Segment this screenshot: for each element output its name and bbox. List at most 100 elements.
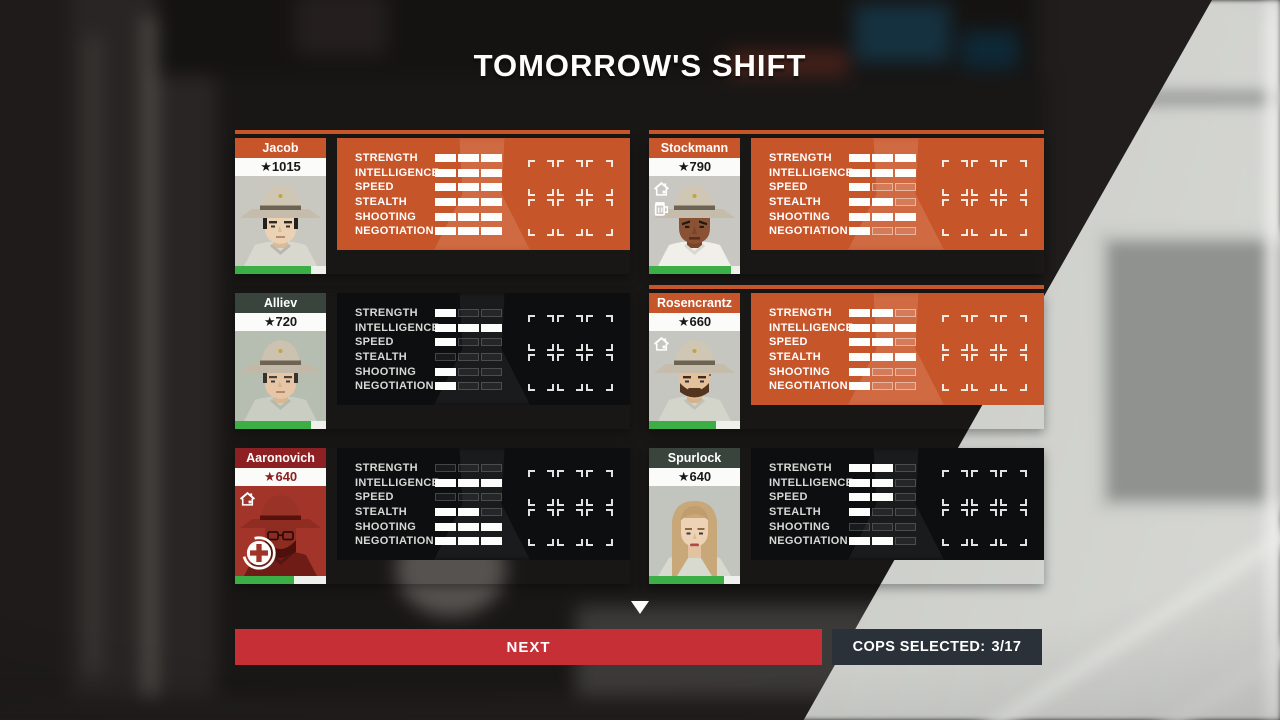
stat-label: SPEED	[769, 336, 808, 349]
stat-label: STEALTH	[355, 506, 408, 519]
cop-card-jacob[interactable]: Jacob ★1015	[235, 130, 630, 274]
stat-bar	[849, 227, 916, 236]
cop-card-aaronovich[interactable]: Aaronovich ★640	[235, 448, 630, 584]
selection-topbar	[649, 285, 1044, 289]
cop-portrait-box[interactable]: Jacob ★1015	[235, 138, 326, 274]
stat-label: SHOOTING	[355, 210, 417, 223]
stat-label: STEALTH	[769, 351, 822, 364]
energy-bar	[235, 266, 326, 274]
cop-rating: ★720	[235, 313, 326, 331]
stat-bar	[849, 522, 916, 531]
stat-bar	[849, 493, 916, 502]
stat-label: INTELLIGENCE	[355, 476, 440, 489]
cop-stats-panel: STRENGTH INTELLIGENCE SPEED STEALTH SHOO…	[337, 293, 630, 405]
cop-portrait-box[interactable]: Spurlock ★640	[649, 448, 740, 584]
next-button[interactable]: NEXT	[235, 629, 822, 665]
stat-bar	[435, 367, 502, 376]
stat-label: STEALTH	[355, 196, 408, 209]
home-icon	[653, 335, 670, 352]
cops-selected-label: COPS SELECTED:	[852, 639, 986, 655]
cop-name: Alliev	[235, 293, 326, 313]
stat-bar	[849, 367, 916, 376]
stat-bar	[435, 464, 502, 473]
cop-portrait-box[interactable]: Aaronovich ★640	[235, 448, 326, 584]
cops-selected-badge: COPS SELECTED: 3/17	[832, 629, 1042, 665]
cop-portrait-box[interactable]: Stockmann ★790	[649, 138, 740, 274]
assignment-slots	[940, 158, 1028, 237]
stat-bar	[849, 353, 916, 362]
stat-label: SHOOTING	[769, 520, 831, 533]
stat-bar	[435, 227, 502, 236]
cop-portrait-box[interactable]: Rosencrantz ★660	[649, 293, 740, 429]
cop-name: Spurlock	[649, 448, 740, 468]
stat-bar	[849, 338, 916, 347]
stat-label: NEGOTIATION	[355, 380, 434, 393]
stat-bar	[849, 323, 916, 332]
stat-bar	[849, 309, 916, 318]
cop-mugshot	[235, 176, 326, 266]
stat-label: STEALTH	[355, 351, 408, 364]
stat-label: INTELLIGENCE	[355, 321, 440, 334]
stat-bar	[849, 537, 916, 546]
cop-stats-panel: STRENGTH INTELLIGENCE SPEED STEALTH SHOO…	[337, 138, 630, 250]
stat-bar	[435, 323, 502, 332]
stat-label: SHOOTING	[355, 365, 417, 378]
stat-bar	[849, 198, 916, 207]
stat-bar	[849, 382, 916, 391]
medic-icon	[240, 534, 278, 572]
cop-mugshot	[235, 331, 326, 421]
cop-card-alliev[interactable]: Alliev ★720	[235, 293, 630, 429]
stat-bar	[849, 212, 916, 221]
cop-name: Jacob	[235, 138, 326, 158]
assignment-slots	[526, 158, 614, 237]
stat-bar	[435, 493, 502, 502]
stat-label: SPEED	[355, 336, 394, 349]
stat-label: NEGOTIATION	[355, 225, 434, 238]
cop-rating: ★640	[235, 468, 326, 486]
selection-topbar	[235, 130, 630, 134]
cop-name: Rosencrantz	[649, 293, 740, 313]
page-title: TOMORROW'S SHIFT	[473, 48, 807, 83]
stat-label: INTELLIGENCE	[355, 166, 440, 179]
stat-bar	[435, 309, 502, 318]
stat-bar	[849, 478, 916, 487]
cop-rating: ★1015	[235, 158, 326, 176]
cop-mugshot	[649, 486, 740, 576]
stat-label: STEALTH	[769, 506, 822, 519]
stat-label: STRENGTH	[355, 307, 418, 320]
energy-bar	[649, 576, 740, 584]
stat-label: NEGOTIATION	[769, 535, 848, 548]
cop-card-stockmann[interactable]: Stockmann ★790	[649, 130, 1044, 274]
stat-bar	[435, 382, 502, 391]
cop-rating: ★660	[649, 313, 740, 331]
cops-selected-value: 3/17	[991, 639, 1022, 655]
stat-label: STRENGTH	[355, 462, 418, 475]
stat-bar	[435, 212, 502, 221]
energy-bar	[235, 576, 326, 584]
cop-card-rosencrantz[interactable]: Rosencrantz ★660	[649, 285, 1044, 429]
stat-bar	[849, 183, 916, 192]
stat-label: SHOOTING	[355, 520, 417, 533]
stat-label: INTELLIGENCE	[769, 321, 854, 334]
stat-bar	[435, 183, 502, 192]
stat-label: STRENGTH	[769, 462, 832, 475]
stat-bar	[435, 338, 502, 347]
scroll-down-arrow-icon[interactable]	[631, 601, 649, 614]
stat-bar	[435, 154, 502, 163]
stat-bar	[435, 168, 502, 177]
cop-stats-panel: STRENGTH INTELLIGENCE SPEED STEALTH SHOO…	[751, 293, 1044, 405]
stat-bar	[435, 478, 502, 487]
stat-label: SPEED	[769, 181, 808, 194]
cop-stats-panel: STRENGTH INTELLIGENCE SPEED STEALTH SHOO…	[337, 448, 630, 560]
stat-bar	[435, 353, 502, 362]
cop-name: Aaronovich	[235, 448, 326, 468]
cop-name: Stockmann	[649, 138, 740, 158]
cop-card-spurlock[interactable]: Spurlock ★640 STRENGTH	[649, 448, 1044, 584]
cop-stats-panel: STRENGTH INTELLIGENCE SPEED STEALTH SHOO…	[751, 448, 1044, 560]
cop-portrait-box[interactable]: Alliev ★720	[235, 293, 326, 429]
stat-label: SPEED	[769, 491, 808, 504]
home-icon	[239, 490, 256, 507]
stat-label: STEALTH	[769, 196, 822, 209]
stat-label: INTELLIGENCE	[769, 166, 854, 179]
stat-label: SHOOTING	[769, 365, 831, 378]
